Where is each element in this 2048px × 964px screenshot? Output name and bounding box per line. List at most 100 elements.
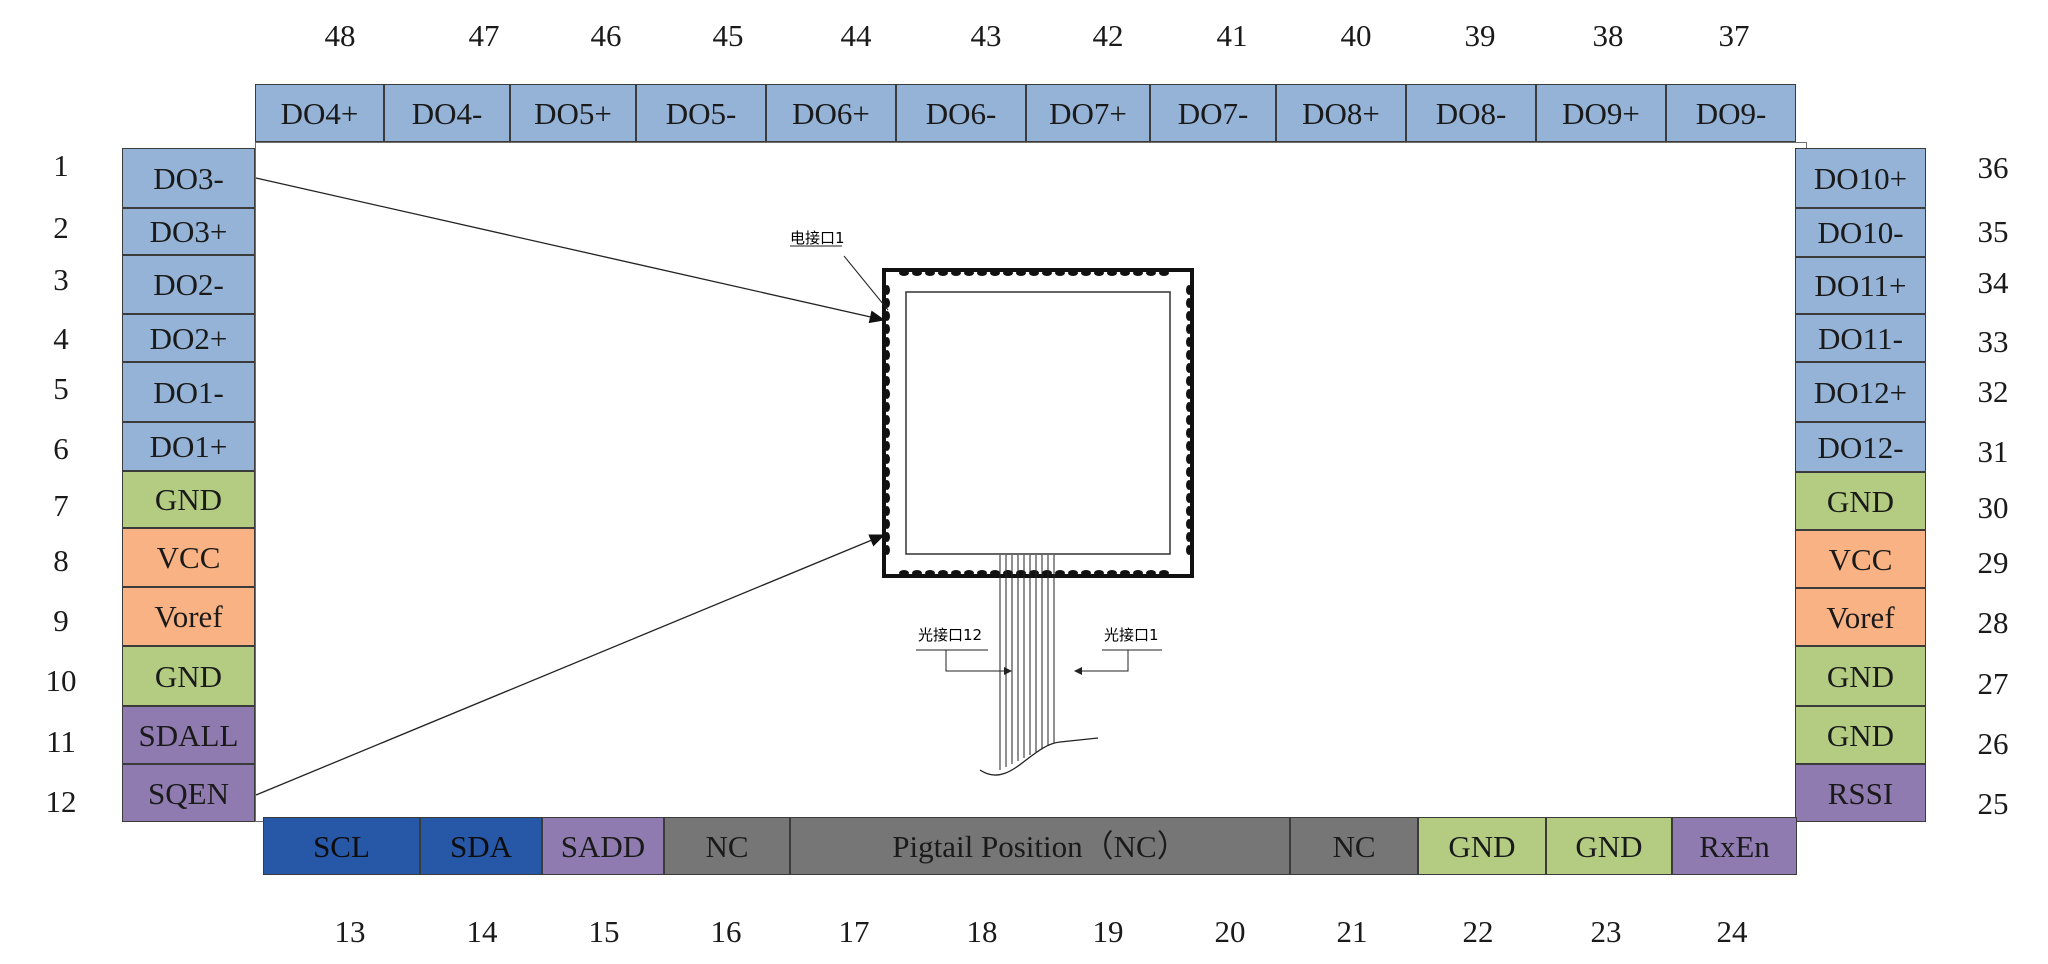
pin-number-34: 34 — [1977, 265, 2009, 300]
chip-pad — [1186, 376, 1192, 386]
pin-top-48: DO4+ — [255, 84, 384, 142]
chip-pad — [884, 467, 890, 477]
pin-bottom-nc-16: NC — [664, 817, 790, 875]
pin-bottom-scl: SCL — [263, 817, 420, 875]
chip-pad — [1186, 506, 1192, 516]
pin-top-40: DO8+ — [1276, 84, 1406, 142]
chip-pad — [1042, 570, 1052, 576]
chip-pad — [1186, 389, 1192, 399]
chip-pad — [990, 270, 1000, 276]
chip-pad — [1186, 350, 1192, 360]
pin-bottom-rxen: RxEn — [1672, 817, 1797, 875]
chip-pad — [1159, 570, 1169, 576]
chip-pad — [1186, 519, 1192, 529]
chip-pad — [1120, 270, 1130, 276]
pin-right-34: DO11+ — [1795, 257, 1926, 314]
pin-number-45: 45 — [712, 18, 744, 53]
chip-pad — [1094, 570, 1104, 576]
pin-right-27: GND — [1795, 646, 1926, 706]
chip-pad — [1186, 532, 1192, 542]
pin-right-33: DO11- — [1795, 314, 1926, 362]
chip-pad — [1186, 428, 1192, 438]
chip-pad — [884, 506, 890, 516]
optical-port-1-arrow — [1074, 667, 1082, 675]
chip-pad — [1159, 270, 1169, 276]
chip-pad — [1016, 270, 1026, 276]
pin-number-1: 1 — [53, 148, 69, 183]
pin-number-28: 28 — [1977, 605, 2009, 640]
chip-pads — [884, 270, 1192, 576]
pin-top-44: DO6+ — [766, 84, 896, 142]
pin-left-1: DO3- — [122, 148, 255, 208]
chip-pad — [925, 570, 935, 576]
pin-number-15: 15 — [588, 914, 620, 949]
chip-pad — [964, 570, 974, 576]
pin-number-38: 38 — [1592, 18, 1624, 53]
pin-left-11: SDALL — [122, 706, 255, 764]
pin-right-30: GND — [1795, 472, 1926, 530]
chip-pad — [1186, 285, 1192, 295]
chip-pad — [1029, 270, 1039, 276]
pin-number-23: 23 — [1590, 914, 1622, 949]
optical-port-1-leader — [1082, 650, 1129, 672]
chip-pad — [1081, 570, 1091, 576]
pin-number-11: 11 — [46, 724, 76, 759]
pin-left-7: GND — [122, 471, 255, 528]
pin-bottom-sda: SDA — [420, 817, 542, 875]
chip-pad — [899, 270, 909, 276]
electrical-port-label: 电接口1 — [790, 229, 845, 247]
pigtail-end — [979, 737, 1099, 776]
pin-number-36: 36 — [1977, 150, 2009, 185]
chip-pad — [1186, 467, 1192, 477]
chip-pad — [1186, 298, 1192, 308]
chip-pad — [925, 270, 935, 276]
pointer-arrow-top — [255, 177, 886, 324]
chip-pad — [884, 545, 890, 555]
chip-pad — [884, 285, 890, 295]
pin-right-31: DO12- — [1795, 422, 1926, 472]
chip-pad — [884, 376, 890, 386]
chip-pad — [951, 570, 961, 576]
chip-pad — [884, 532, 890, 542]
pin-number-24: 24 — [1716, 914, 1748, 949]
chip-pad — [1107, 570, 1117, 576]
pin-right-26: GND — [1795, 706, 1926, 764]
chip-pad — [977, 270, 987, 276]
chip-pad — [884, 493, 890, 503]
pin-number-22: 22 — [1462, 914, 1494, 949]
pin-number-39: 39 — [1464, 18, 1496, 53]
chip-pad — [884, 363, 890, 373]
pin-number-4: 4 — [53, 321, 69, 356]
chip-pad — [884, 519, 890, 529]
chip-pad — [1120, 570, 1130, 576]
chip-pad — [1055, 270, 1065, 276]
chip-pad — [884, 389, 890, 399]
pin-bottom-gnd-23: GND — [1546, 817, 1672, 875]
pin-bottom-gnd-22: GND — [1418, 817, 1546, 875]
pin-right-28: Voref — [1795, 588, 1926, 646]
pin-top-43: DO6- — [896, 84, 1026, 142]
chip-pad — [1186, 441, 1192, 451]
pin-number-8: 8 — [53, 543, 69, 578]
pin-number-48: 48 — [324, 18, 356, 53]
chip-pad — [884, 480, 890, 490]
chip-pad — [1186, 337, 1192, 347]
pin-number-47: 47 — [468, 18, 500, 53]
chip-pad — [1133, 270, 1143, 276]
pin-number-40: 40 — [1340, 18, 1372, 53]
pin-left-4: DO2+ — [122, 314, 255, 362]
chip-pad — [1186, 480, 1192, 490]
chip-pad — [1003, 270, 1013, 276]
pin-number-27: 27 — [1977, 666, 2009, 701]
chip-pad — [884, 298, 890, 308]
chip-pad — [1186, 415, 1192, 425]
pin-right-29: VCC — [1795, 530, 1926, 588]
chip-pad — [912, 270, 922, 276]
optical-port-12-leader — [945, 650, 1004, 672]
chip-pad — [1055, 570, 1065, 576]
pin-number-16: 16 — [710, 914, 742, 949]
chip-pad — [884, 337, 890, 347]
pin-left-3: DO2- — [122, 255, 255, 314]
chip-pad — [1186, 324, 1192, 334]
electrical-port-leader — [843, 255, 889, 311]
